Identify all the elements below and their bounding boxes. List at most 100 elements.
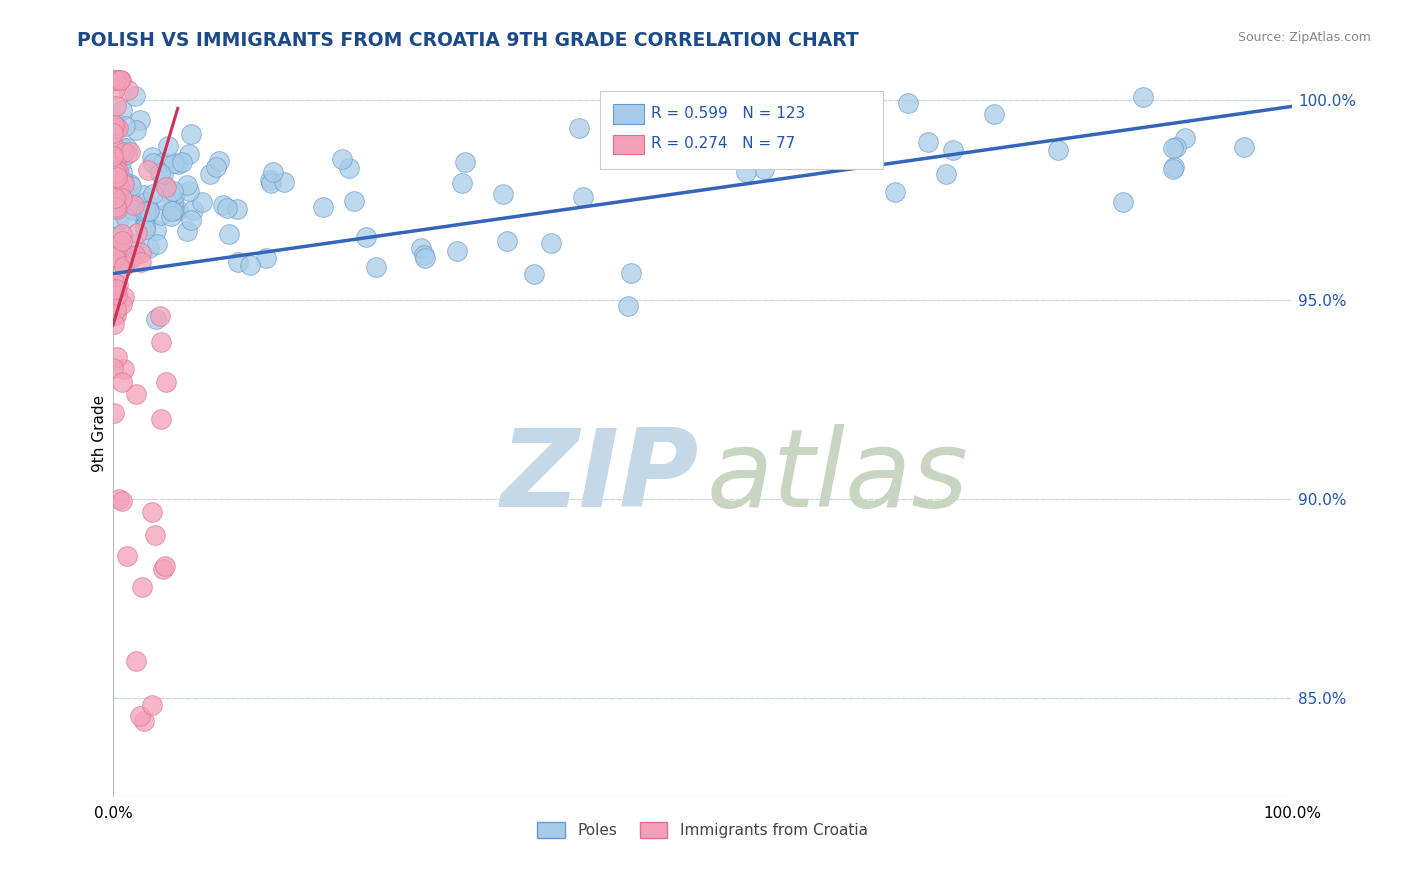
Point [103, 168, 125, 182]
Point [120, 194, 142, 208]
Point [103, 139, 125, 153]
Point [735, 165, 758, 179]
Point [364, 260, 387, 275]
Point [155, 179, 177, 194]
Point [239, 258, 262, 272]
Point [170, 154, 193, 169]
Point [131, 580, 153, 594]
Point [198, 168, 221, 182]
Point [124, 248, 146, 262]
Point [942, 144, 965, 158]
Point [105, 351, 128, 365]
Point [155, 559, 177, 574]
Point [111, 140, 134, 154]
Point [105, 73, 128, 87]
Point [163, 156, 186, 170]
Point [254, 251, 277, 265]
Point [105, 153, 128, 168]
Point [218, 227, 240, 241]
Point [226, 202, 249, 216]
Point [616, 300, 638, 314]
Point [176, 224, 198, 238]
Point [134, 222, 156, 236]
Point [337, 161, 360, 176]
Point [1233, 140, 1256, 154]
Point [415, 251, 437, 265]
Point [125, 226, 148, 240]
Point [1166, 140, 1188, 154]
Point [1161, 161, 1184, 176]
Legend: Poles, Immigrants from Croatia: Poles, Immigrants from Croatia [531, 816, 873, 845]
Point [136, 163, 159, 178]
Point [145, 311, 167, 326]
Point [136, 203, 159, 218]
Point [540, 236, 562, 251]
Text: Source: ZipAtlas.com: Source: ZipAtlas.com [1237, 31, 1371, 45]
Point [354, 230, 377, 244]
Point [177, 146, 200, 161]
Point [1161, 141, 1184, 155]
Point [842, 112, 865, 126]
Point [111, 227, 134, 241]
Point [108, 212, 131, 227]
Point [413, 248, 436, 262]
Point [121, 179, 143, 194]
Point [492, 187, 515, 202]
Point [135, 204, 157, 219]
Point [180, 213, 202, 227]
Point [134, 219, 156, 233]
Point [103, 283, 125, 297]
Point [208, 153, 231, 168]
Point [120, 251, 142, 265]
Point [917, 135, 939, 149]
Point [259, 173, 281, 187]
Point [1047, 143, 1070, 157]
Point [122, 198, 145, 212]
Point [104, 250, 127, 264]
Text: R = 0.274   N = 77: R = 0.274 N = 77 [651, 136, 796, 151]
Point [105, 121, 128, 136]
Point [752, 161, 775, 176]
Point [523, 267, 546, 281]
Point [104, 282, 127, 296]
Point [108, 73, 131, 87]
Point [114, 119, 136, 133]
Point [148, 309, 170, 323]
Point [103, 149, 125, 163]
Point [104, 301, 127, 316]
Point [156, 138, 179, 153]
Point [131, 188, 153, 202]
Point [495, 234, 517, 248]
Point [103, 361, 125, 376]
Point [183, 202, 205, 217]
Point [103, 295, 125, 310]
Point [1173, 130, 1195, 145]
Point [108, 255, 131, 269]
Point [138, 242, 160, 256]
Point [104, 82, 127, 96]
Point [166, 157, 188, 171]
Point [115, 211, 138, 226]
Point [145, 222, 167, 236]
Point [103, 285, 125, 299]
Point [103, 275, 125, 289]
Point [884, 185, 907, 199]
Point [176, 178, 198, 192]
Point [191, 195, 214, 210]
Point [104, 240, 127, 254]
Point [1111, 195, 1133, 210]
Point [150, 411, 173, 425]
Point [104, 73, 127, 87]
Point [330, 152, 353, 166]
Point [134, 205, 156, 219]
Point [409, 241, 432, 255]
Point [107, 120, 129, 135]
Point [112, 290, 135, 304]
Text: R = 0.599   N = 123: R = 0.599 N = 123 [651, 106, 806, 120]
Point [129, 254, 152, 268]
Point [935, 167, 957, 181]
Point [163, 187, 186, 202]
Point [226, 255, 249, 269]
Point [568, 121, 591, 136]
Point [105, 170, 128, 185]
